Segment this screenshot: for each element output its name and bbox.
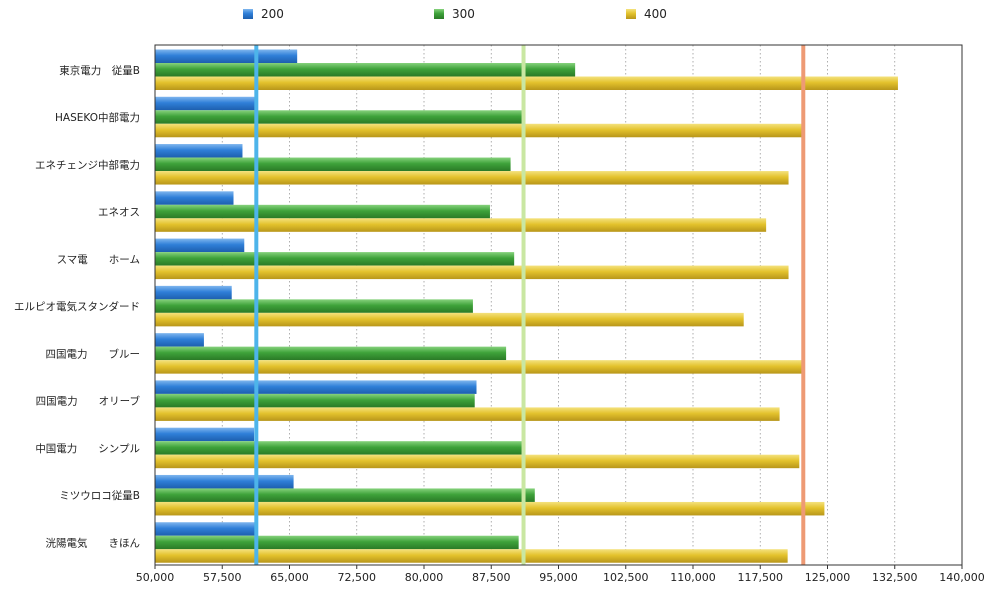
legend-label: 400: [644, 7, 667, 21]
bar-200: [155, 522, 258, 536]
legend: 200 300 400: [243, 7, 667, 21]
bar-300: [155, 346, 507, 361]
bar-300: [155, 535, 519, 550]
category-label: 洸陽電気 きほん: [46, 536, 141, 549]
bar-400: [155, 123, 804, 138]
x-tick-label: 72,500: [338, 571, 377, 584]
bar-400: [155, 171, 789, 185]
x-tick-label: 117,500: [738, 571, 784, 584]
bar-300: [155, 157, 511, 172]
category-label: スマ電 ホーム: [57, 254, 140, 266]
category-label: HASEKO中部電力: [55, 111, 140, 124]
bar-300: [155, 441, 525, 455]
x-axis-ticks: 50,000 57,500 65,000 72,500 80,000 87,500 95,0…: [136, 565, 985, 584]
bar-200: [155, 333, 204, 347]
bar-400: [155, 501, 825, 516]
x-tick-label: 132,500: [872, 571, 918, 584]
x-tick-label: 57,500: [203, 571, 242, 584]
x-tick-label: 110,000: [670, 571, 716, 584]
x-tick-label: 140,000: [939, 571, 985, 584]
bar-200: [155, 380, 477, 394]
x-tick-label: 102,500: [603, 571, 649, 584]
category-label: 中国電力 シンプル: [35, 442, 140, 455]
x-tick-label: 80,000: [405, 571, 444, 584]
bar-200: [155, 96, 258, 111]
bar-400: [155, 454, 800, 469]
bar-400: [155, 360, 804, 374]
bar-200: [155, 144, 243, 158]
bar-200: [155, 285, 232, 300]
reference-lines: [254, 45, 806, 565]
x-tick-label: 65,000: [270, 571, 309, 584]
category-label: 東京電力 従量B: [59, 64, 140, 77]
category-label: エルピオ電気スタンダード: [14, 300, 140, 313]
bar-300: [155, 110, 525, 124]
bar-300: [155, 252, 515, 266]
bar-400: [155, 76, 898, 90]
x-tick-label: 50,000: [136, 571, 175, 584]
x-tick-label: 95,000: [539, 571, 578, 584]
bars: [155, 49, 898, 563]
bar-200: [155, 49, 298, 63]
category-label: エネチェンジ中部電力: [35, 158, 140, 171]
bar-200: [155, 238, 245, 253]
legend-swatch: [243, 9, 253, 19]
bar-400: [155, 218, 767, 232]
legend-label: 200: [261, 7, 284, 21]
x-tick-label: 87,500: [472, 571, 511, 584]
category-label: 四国電力 ブルー: [46, 347, 141, 360]
bar-200: [155, 427, 255, 442]
bar-300: [155, 204, 490, 219]
bar-400: [155, 312, 744, 327]
legend-swatch: [434, 9, 444, 19]
bar-400: [155, 407, 780, 421]
bar-400: [155, 549, 788, 563]
legend-swatch: [626, 9, 636, 19]
legend-label: 300: [452, 7, 475, 21]
bar-200: [155, 474, 294, 489]
bar-300: [155, 488, 535, 502]
bar-300: [155, 299, 473, 313]
bar-400: [155, 265, 789, 280]
category-label: 四国電力 オリーブ: [36, 395, 141, 408]
category-label: エネオス: [98, 207, 140, 219]
bar-300: [155, 393, 475, 408]
x-tick-label: 125,000: [805, 571, 851, 584]
category-label: ミツウロコ従量B: [59, 489, 140, 502]
bar-300: [155, 63, 576, 77]
bar-200: [155, 191, 234, 205]
